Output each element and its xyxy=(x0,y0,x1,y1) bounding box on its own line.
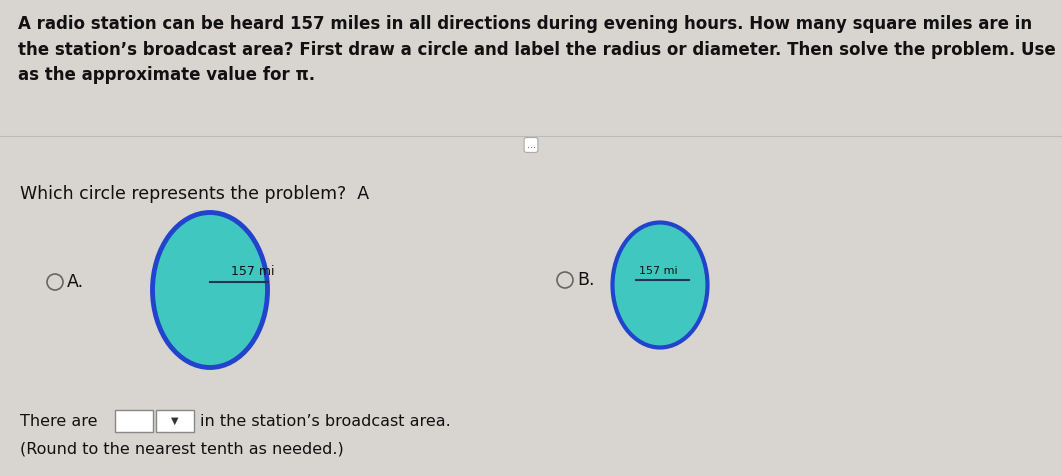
Ellipse shape xyxy=(153,212,268,367)
Text: ▼: ▼ xyxy=(171,416,178,426)
Text: A.: A. xyxy=(67,273,84,291)
Text: A radio station can be heard 157 miles in all directions during evening hours. H: A radio station can be heard 157 miles i… xyxy=(18,15,1062,84)
Text: ...: ... xyxy=(527,140,535,150)
Text: There are: There are xyxy=(20,414,98,428)
Text: (Round to the nearest tenth as needed.): (Round to the nearest tenth as needed.) xyxy=(20,442,344,456)
Text: Which circle represents the problem?  A: Which circle represents the problem? A xyxy=(20,185,370,203)
Ellipse shape xyxy=(613,222,707,347)
Text: 157 mi: 157 mi xyxy=(639,266,678,276)
Text: in the station’s broadcast area.: in the station’s broadcast area. xyxy=(200,414,450,428)
Text: 157 mi: 157 mi xyxy=(230,265,274,278)
Bar xyxy=(115,410,153,432)
Bar xyxy=(156,410,194,432)
Text: B.: B. xyxy=(577,271,595,289)
